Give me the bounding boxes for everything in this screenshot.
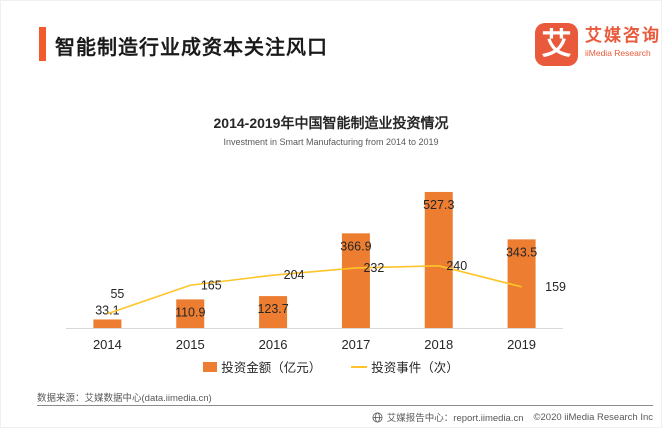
x-tick-label: 2019: [507, 337, 536, 352]
data-source: 数据来源：艾媒数据中心(data.iimedia.cn): [37, 393, 212, 404]
title-accent-bar: [39, 27, 46, 61]
chart-legend: 投资金额（亿元） 投资事件（次）: [1, 357, 661, 376]
bar-value-label: 343.5: [506, 245, 537, 259]
bar-value-label: 110.9: [175, 305, 205, 319]
report-center-text: 艾媒报告中心：report.iimedia.cn: [386, 413, 524, 424]
x-tick-label: 2016: [259, 337, 288, 352]
x-tick-label: 2014: [93, 337, 122, 352]
bar-2017: [341, 233, 370, 328]
globe-icon: [372, 412, 383, 422]
logo-glyph: 艾: [541, 27, 572, 61]
logo-name-en: iiMedia Research: [585, 47, 651, 58]
iimedia-logo-icon: 艾: [535, 23, 578, 66]
legend-item-bar: 投资金额（亿元）: [203, 357, 321, 376]
footer-report-info: 艾媒报告中心：report.iimedia.cn ©2020 iiMedia R…: [372, 410, 653, 424]
legend-line-label: 投资事件（次）: [371, 361, 459, 375]
line-value-label: 159: [545, 280, 566, 294]
copyright-text: ©2020 iiMedia Research Inc: [533, 411, 653, 423]
bar-legend-swatch-icon: [203, 361, 218, 372]
line-value-label: 204: [284, 268, 305, 282]
logo-name-cn: 艾媒咨询: [585, 26, 661, 45]
line-value-label: 232: [363, 261, 384, 275]
line-value-label: 55: [110, 287, 124, 301]
footer-divider: [37, 405, 653, 406]
bar-value-label: 527.3: [423, 198, 454, 212]
chart-subtitle: Investment in Smart Manufacturing from 2…: [223, 137, 439, 147]
bar-value-label: 123.7: [257, 302, 288, 316]
logo-text: 艾媒咨询 iiMedia Research: [585, 23, 661, 58]
bar-2014: [93, 319, 122, 328]
line-value-label: 240: [446, 259, 467, 273]
bar-value-label: 366.9: [340, 239, 371, 253]
bar-value-label: 33.1: [95, 303, 119, 317]
x-tick-label: 2017: [341, 337, 370, 352]
legend-bar-label: 投资金额（亿元）: [221, 361, 322, 375]
chart-plot: 33.1 110.9 123.7 366.9 527.3 343.5 55 165 204 232…: [66, 191, 566, 352]
bar-2018: [424, 191, 453, 328]
legend-item-line: 投资事件（次）: [351, 357, 459, 376]
events-line: [107, 265, 522, 315]
bar-2016: [259, 296, 288, 328]
line-value-label: 165: [201, 278, 222, 292]
page-title: 智能制造行业成资本关注风口: [55, 37, 328, 59]
iimedia-logo: 艾 艾媒咨询 iiMedia Research: [535, 23, 661, 66]
bar-2015: [176, 299, 205, 328]
x-tick-label: 2015: [176, 337, 205, 352]
chart-title: 2014-2019年中国智能制造业投资情况: [213, 115, 449, 131]
line-legend-swatch-icon: [351, 365, 368, 368]
x-tick-label: 2018: [424, 337, 453, 352]
